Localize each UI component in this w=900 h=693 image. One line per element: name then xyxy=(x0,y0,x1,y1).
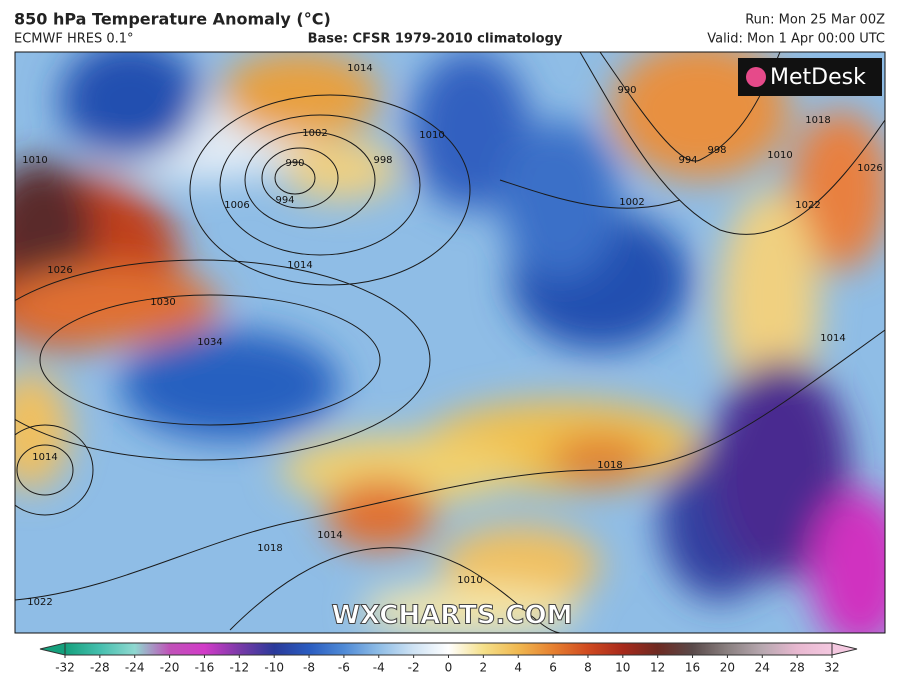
map-frame xyxy=(14,51,886,634)
colorbar-tick-label: -32 xyxy=(55,661,75,675)
isobar-label: 1018 xyxy=(805,115,830,126)
isobar-label: 1018 xyxy=(597,460,622,471)
isobar-label: 994 xyxy=(275,195,294,206)
valid: Valid: Mon 1 Apr 00:00 UTC xyxy=(707,32,885,47)
colorbar-bar xyxy=(64,642,833,656)
isobar-label: 1030 xyxy=(150,297,175,308)
isobar-label: 1014 xyxy=(317,530,342,541)
model: ECMWF HRES 0.1° xyxy=(14,32,134,47)
isobar-label: 994 xyxy=(678,155,697,166)
colorbar-tick-label: 2 xyxy=(480,661,488,675)
colorbar-tick-label: -4 xyxy=(373,661,385,675)
colorbar: -32 -28 -24 -20 -16 -12 -10 -8 -6 -4 -2 0 2 4 6 8 10 12 16… xyxy=(39,642,858,675)
isobar-label: 1022 xyxy=(795,200,820,211)
colorbar-tick-label: -20 xyxy=(160,661,180,675)
isobar-label: 1002 xyxy=(302,128,327,139)
colorbar-tick-label: -6 xyxy=(338,661,350,675)
isobar-label: 1010 xyxy=(22,155,47,166)
colorbar-tick-label: 32 xyxy=(824,661,839,675)
isobar-label: 1034 xyxy=(197,337,222,348)
colorbar-tick-label: -8 xyxy=(303,661,315,675)
colorbar-tick-label: 20 xyxy=(720,661,735,675)
isobar-label: 998 xyxy=(707,145,726,156)
title: 850 hPa Temperature Anomaly (°C) xyxy=(14,10,331,29)
base: Base: CFSR 1979-2010 climatology xyxy=(308,32,563,47)
isobar-label: 1014 xyxy=(32,452,57,463)
colorbar-tick-label: -24 xyxy=(125,661,145,675)
isobar-label: 1002 xyxy=(619,197,644,208)
colorbar-low-end xyxy=(39,642,66,656)
isobar-label: 1026 xyxy=(47,265,72,276)
colorbar-tick-label: 28 xyxy=(789,661,804,675)
colorbar-tick-label: -28 xyxy=(90,661,110,675)
isobar-label: 990 xyxy=(285,158,304,169)
isobar-label: 1014 xyxy=(820,333,845,344)
isobar-label: 1022 xyxy=(27,597,52,608)
colorbar-high-end xyxy=(831,642,858,656)
isobars xyxy=(15,52,885,633)
isobar-label: 1006 xyxy=(224,200,249,211)
run: Run: Mon 25 Mar 00Z xyxy=(745,13,885,28)
colorbar-tick-label: -10 xyxy=(264,661,284,675)
isobar-label: 1010 xyxy=(767,150,792,161)
colorbar-tick-label: 10 xyxy=(615,661,630,675)
colorbar-tick-label: 0 xyxy=(445,661,453,675)
isobar-label: 990 xyxy=(617,85,636,96)
colorbar-tick-label: 6 xyxy=(549,661,557,675)
colorbar-tick-label: 24 xyxy=(755,661,770,675)
colorbar-tick-label: 4 xyxy=(514,661,522,675)
watermark: WXCHARTS.COM xyxy=(331,601,572,631)
isobar-label: 1010 xyxy=(419,130,444,141)
isobar-label: 1018 xyxy=(257,543,282,554)
colorbar-tick-label: -16 xyxy=(195,661,215,675)
colorbar-tick-label: 12 xyxy=(650,661,665,675)
isobar-label: 1010 xyxy=(457,575,482,586)
colorbar-tick-label: -12 xyxy=(230,661,250,675)
isobar-label: 998 xyxy=(373,155,392,166)
colorbar-tick-label: 8 xyxy=(584,661,592,675)
isobar-label: 1014 xyxy=(287,260,312,271)
logo-icon xyxy=(746,67,766,87)
colorbar-tick-label: 16 xyxy=(685,661,700,675)
colorbar-tick-label: -2 xyxy=(408,661,420,675)
isobar-label: 1014 xyxy=(347,63,372,74)
isobar-label: 1026 xyxy=(857,163,882,174)
map: 1014 1002 990 994 998 1006 1010 1014 1030 1034 102… xyxy=(15,52,885,633)
logo: MetDesk xyxy=(770,65,866,90)
